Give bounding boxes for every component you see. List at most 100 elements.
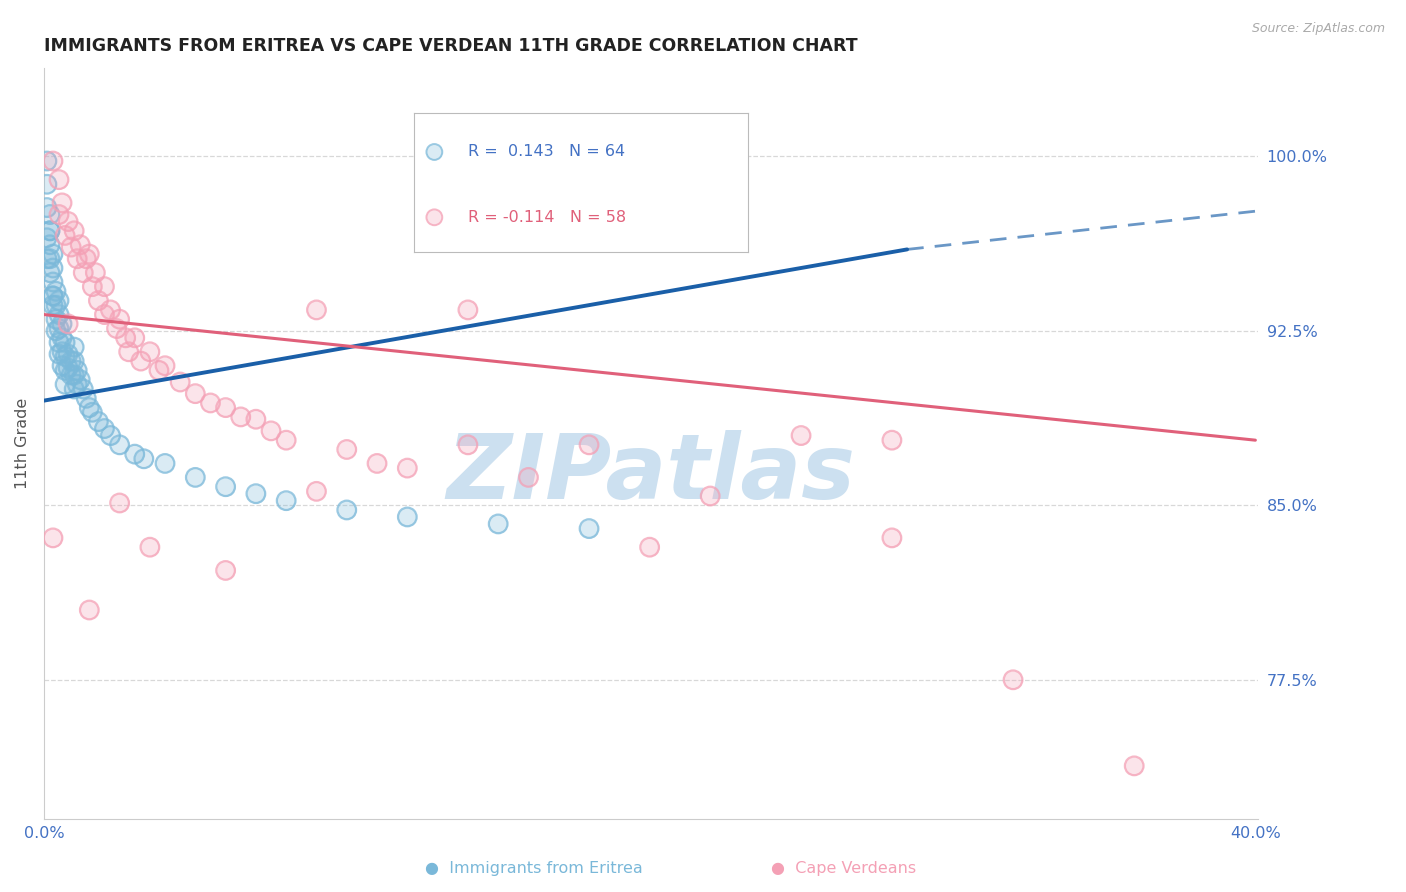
Point: [56, 347, 79, 361]
Point: [42, 298, 65, 312]
Point: [214, 401, 236, 415]
Point: [336, 442, 359, 457]
Point: [63, 224, 86, 238]
Point: [48, 293, 70, 308]
Point: [39, 224, 62, 238]
Point: [60, 368, 83, 382]
Point: [366, 457, 388, 471]
Point: [82, 405, 104, 419]
Point: [42, 289, 65, 303]
Point: [60, 368, 83, 382]
Point: [245, 486, 267, 500]
Point: [336, 442, 359, 457]
Point: [48, 347, 70, 361]
Point: [63, 382, 86, 396]
Point: [108, 496, 131, 510]
Point: [229, 409, 252, 424]
Point: [75, 392, 97, 406]
Point: [880, 531, 903, 545]
Point: [51, 359, 73, 373]
Point: [305, 302, 328, 317]
Point: [129, 354, 152, 368]
Text: ●  Immigrants from Eritrea: ● Immigrants from Eritrea: [426, 861, 643, 876]
Point: [56, 347, 79, 361]
Point: [42, 289, 65, 303]
Point: [51, 359, 73, 373]
Point: [53, 335, 76, 350]
Point: [39, 224, 62, 238]
Point: [276, 433, 298, 447]
Point: [82, 279, 104, 293]
Point: [48, 335, 70, 350]
Point: [139, 540, 162, 554]
Point: [153, 457, 176, 471]
Point: [87, 415, 110, 429]
Point: [139, 344, 162, 359]
Point: [69, 373, 91, 387]
Point: [51, 317, 73, 331]
Point: [1123, 759, 1146, 773]
Point: [79, 603, 101, 617]
Point: [184, 386, 207, 401]
Point: [42, 531, 65, 545]
Point: [305, 484, 328, 499]
Point: [457, 438, 479, 452]
Point: [1123, 759, 1146, 773]
Point: [45, 324, 67, 338]
Point: [35, 154, 58, 169]
Point: [35, 252, 58, 266]
Point: [56, 214, 79, 228]
Point: [66, 363, 89, 377]
Point: [53, 363, 76, 377]
Point: [486, 516, 509, 531]
Point: [72, 266, 94, 280]
Point: [42, 260, 65, 275]
Point: [82, 279, 104, 293]
Point: [114, 331, 136, 345]
Point: [200, 396, 222, 410]
Point: [39, 237, 62, 252]
Point: [48, 321, 70, 335]
Point: [48, 308, 70, 322]
Point: [53, 350, 76, 364]
Point: [75, 252, 97, 266]
Point: [93, 279, 115, 293]
Point: [45, 285, 67, 299]
Point: [880, 531, 903, 545]
Point: [148, 363, 170, 377]
Point: [45, 298, 67, 312]
Point: [124, 447, 146, 461]
Point: [51, 331, 73, 345]
Point: [56, 361, 79, 376]
Point: [336, 503, 359, 517]
Point: [45, 312, 67, 326]
Point: [214, 564, 236, 578]
Point: [51, 344, 73, 359]
Point: [42, 289, 65, 303]
Point: [245, 486, 267, 500]
Point: [63, 224, 86, 238]
Point: [48, 208, 70, 222]
Point: [184, 470, 207, 484]
Point: [124, 447, 146, 461]
Point: [35, 201, 58, 215]
Point: [51, 317, 73, 331]
Point: [35, 201, 58, 215]
Point: [169, 375, 191, 389]
Point: [336, 503, 359, 517]
Point: [139, 344, 162, 359]
Point: [366, 457, 388, 471]
Point: [69, 237, 91, 252]
Point: [214, 401, 236, 415]
Point: [53, 377, 76, 392]
Point: [48, 172, 70, 186]
Point: [39, 224, 62, 238]
Y-axis label: 11th Grade: 11th Grade: [15, 398, 30, 490]
Point: [53, 350, 76, 364]
Point: [93, 308, 115, 322]
Point: [578, 438, 600, 452]
Point: [100, 302, 122, 317]
Point: [457, 302, 479, 317]
Point: [39, 224, 62, 238]
Point: [56, 317, 79, 331]
